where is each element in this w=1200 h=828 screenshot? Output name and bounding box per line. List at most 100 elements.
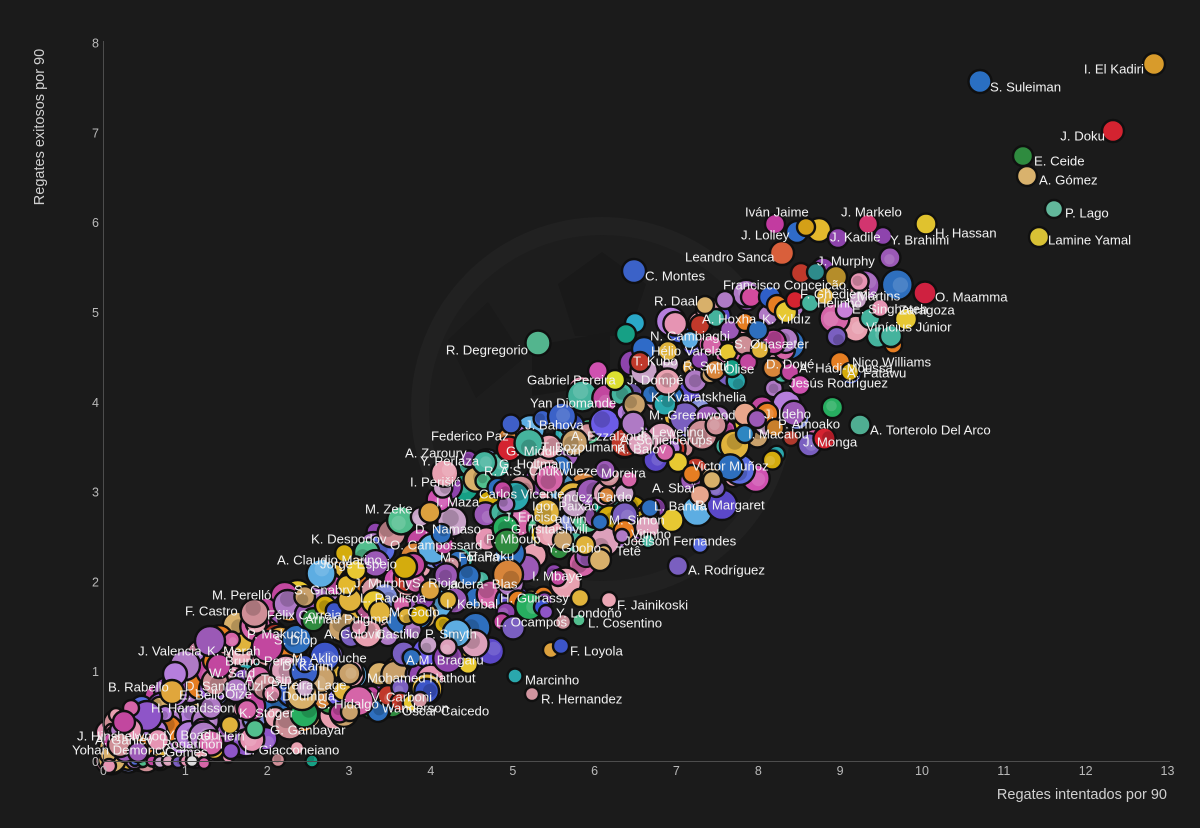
svg-text:Zaragoza: Zaragoza (899, 303, 955, 318)
svg-text:1: 1 (92, 665, 99, 679)
svg-text:A. Golovin: A. Golovin (324, 627, 385, 642)
svg-text:Regates exitosos por 90: Regates exitosos por 90 (32, 49, 48, 205)
svg-text:I. Mbaye: I. Mbaye (532, 569, 583, 584)
svg-text:K. Despodov: K. Despodov (311, 532, 387, 547)
svg-text:F. Loyola: F. Loyola (570, 644, 623, 659)
svg-text:Francisco Conceição: Francisco Conceição (723, 278, 846, 293)
svg-text:J. Bahova: J. Bahova (525, 418, 584, 433)
svg-text:Lamine Yamal: Lamine Yamal (1048, 233, 1131, 248)
svg-text:J. Lolley: J. Lolley (741, 228, 790, 243)
svg-text:J. Murphy: J. Murphy (354, 576, 412, 591)
svg-text:Federico Paz: Federico Paz (431, 429, 509, 444)
svg-text:M. Perelló: M. Perelló (212, 588, 271, 603)
svg-text:Regates intentados por 90: Regates intentados por 90 (997, 787, 1167, 803)
svg-text:Leandro Sanca: Leandro Sanca (685, 250, 775, 265)
svg-text:G. Tsitaishvili: G. Tsitaishvili (511, 522, 588, 537)
svg-text:J. Ideho: J. Ideho (764, 407, 811, 422)
svg-text:Helinho: Helinho (817, 296, 862, 311)
svg-text:7: 7 (92, 126, 99, 140)
svg-text:2: 2 (92, 575, 99, 589)
svg-text:R. Hernandez: R. Hernandez (541, 692, 622, 707)
svg-text:F. Ghedjemis: F. Ghedjemis (800, 287, 877, 302)
svg-text:L. Giacconeiano: L. Giacconeiano (244, 743, 339, 758)
svg-text:S. Gnabry: S. Gnabry (294, 583, 354, 598)
svg-text:J. Leweling: J. Leweling (638, 425, 704, 440)
svg-text:A. Ezzalzouli: A. Ezzalzouli (571, 429, 647, 444)
svg-text:Bruno Pereira: Bruno Pereira (225, 654, 307, 669)
svg-text:7: 7 (673, 764, 680, 778)
svg-text:Iván Jaime: Iván Jaime (745, 205, 809, 220)
svg-text:Oize: Oize (225, 687, 252, 702)
svg-text:S. Suleiman: S. Suleiman (990, 80, 1061, 95)
svg-text:E. Bello: E. Bello (179, 688, 224, 703)
svg-text:M. Akliouche: M. Akliouche (292, 651, 367, 666)
svg-text:E. Poku: E. Poku (468, 549, 514, 564)
svg-text:5: 5 (509, 764, 516, 778)
svg-text:G. Ganbayar: G. Ganbayar (270, 723, 346, 738)
svg-text:L. Raolisoa: L. Raolisoa (360, 591, 427, 606)
svg-text:4: 4 (427, 764, 434, 778)
svg-text:D. Namaso: D. Namaso (415, 522, 481, 537)
svg-text:Castillo: Castillo (376, 627, 419, 642)
svg-text:W. Saïd: W. Saïd (209, 666, 255, 681)
svg-text:F. Castro: F. Castro (185, 604, 238, 619)
svg-text:T. Kubo: T. Kubo (633, 354, 678, 369)
svg-text:O. Campossard: O. Campossard (390, 538, 482, 553)
svg-text:M. Fofana: M. Fofana (440, 550, 500, 565)
svg-text:P. Smyth: P. Smyth (425, 627, 477, 642)
svg-text:Arnau Puigmal: Arnau Puigmal (305, 612, 392, 627)
svg-text:K. Merah: K. Merah (207, 644, 261, 659)
svg-text:R. Degregorio: R. Degregorio (446, 343, 528, 358)
svg-text:K. Doumbia: K. Doumbia (266, 689, 336, 704)
svg-text:I. El Kadiri: I. El Kadiri (1084, 62, 1144, 77)
svg-text:A. Rodríguez: A. Rodríguez (688, 563, 765, 578)
svg-text:H. Guirassy: H. Guirassy (500, 591, 569, 606)
svg-text:E. Ceide: E. Ceide (1034, 154, 1085, 169)
svg-text:8: 8 (755, 764, 762, 778)
svg-text:M. Greenwood: M. Greenwood (649, 408, 736, 423)
svg-text:P. Mboup: P. Mboup (486, 532, 541, 547)
svg-text:Y. Londoño: Y. Londoño (556, 606, 622, 621)
svg-text:Mohamed Hathout: Mohamed Hathout (367, 671, 476, 686)
svg-text:L. Ocampos: L. Ocampos (496, 615, 568, 630)
svg-text:R. A.S. Chukwueze: R. A.S. Chukwueze (484, 464, 598, 479)
svg-text:10: 10 (915, 764, 929, 778)
svg-text:L. Banda: L. Banda (654, 499, 707, 514)
svg-text:A. Schielderups: A. Schielderups (620, 433, 713, 448)
svg-text:J. Dompé: J. Dompé (627, 373, 683, 388)
svg-text:K. Stöger: K. Stöger (239, 706, 295, 721)
svg-text:P. Makuch: P. Makuch (247, 627, 308, 642)
svg-text:A. Claudio Marino: A. Claudio Marino (277, 553, 382, 568)
svg-text:T. Bozoumana: T. Bozoumana (541, 440, 626, 455)
svg-text:A. Tosin: A. Tosin (245, 672, 292, 687)
svg-text:Nico Williams: Nico Williams (852, 355, 932, 370)
svg-text:Gomes: Gomes (165, 745, 208, 760)
svg-text:A. Hoxha: A. Hoxha (702, 312, 757, 327)
svg-text:I. Kebbal: I. Kebbal (446, 597, 498, 612)
svg-text:J. Markelo: J. Markelo (841, 205, 902, 220)
svg-text:9: 9 (837, 764, 844, 778)
svg-text:K. Yıldız: K. Yıldız (762, 312, 811, 327)
svg-text:M. Godo: M. Godo (389, 605, 440, 620)
svg-text:N. Cambiaghi: N. Cambiaghi (650, 329, 730, 344)
svg-text:A. Fatawu: A. Fatawu (847, 366, 906, 381)
svg-text:Rogarinon: Rogarinon (162, 737, 223, 752)
svg-text:J. Murphy: J. Murphy (817, 254, 875, 269)
svg-text:A. Gómez: A. Gómez (1039, 173, 1098, 188)
svg-text:Joelson Fernandes: Joelson Fernandes (624, 534, 737, 549)
svg-text:D. Doué: D. Doué (766, 357, 814, 372)
svg-text:R. Daal: R. Daal (654, 294, 698, 309)
svg-text:R. Sottil: R. Sottil (683, 359, 729, 374)
svg-text:L. Cosentino: L. Cosentino (588, 616, 662, 631)
svg-text:Vitinho: Vitinho (631, 527, 671, 542)
svg-text:I. Pereira Lage: I. Pereira Lage (260, 678, 347, 693)
svg-text:Jesús Rodríguez: Jesús Rodríguez (789, 376, 888, 391)
svg-text:I. Macalou: I. Macalou (748, 427, 809, 442)
svg-text:E. Singhateh: E. Singhateh (852, 302, 928, 317)
svg-text:M. Olise: M. Olise (706, 362, 754, 377)
svg-text:Yohan Demoncy: Yohan Demoncy (72, 743, 169, 758)
svg-text:6: 6 (591, 764, 598, 778)
svg-text:D. Karim: D. Karim (282, 659, 333, 674)
svg-text:Y. Boadu: Y. Boadu (166, 728, 219, 743)
svg-text:Yan Diomande: Yan Diomande (530, 396, 616, 411)
